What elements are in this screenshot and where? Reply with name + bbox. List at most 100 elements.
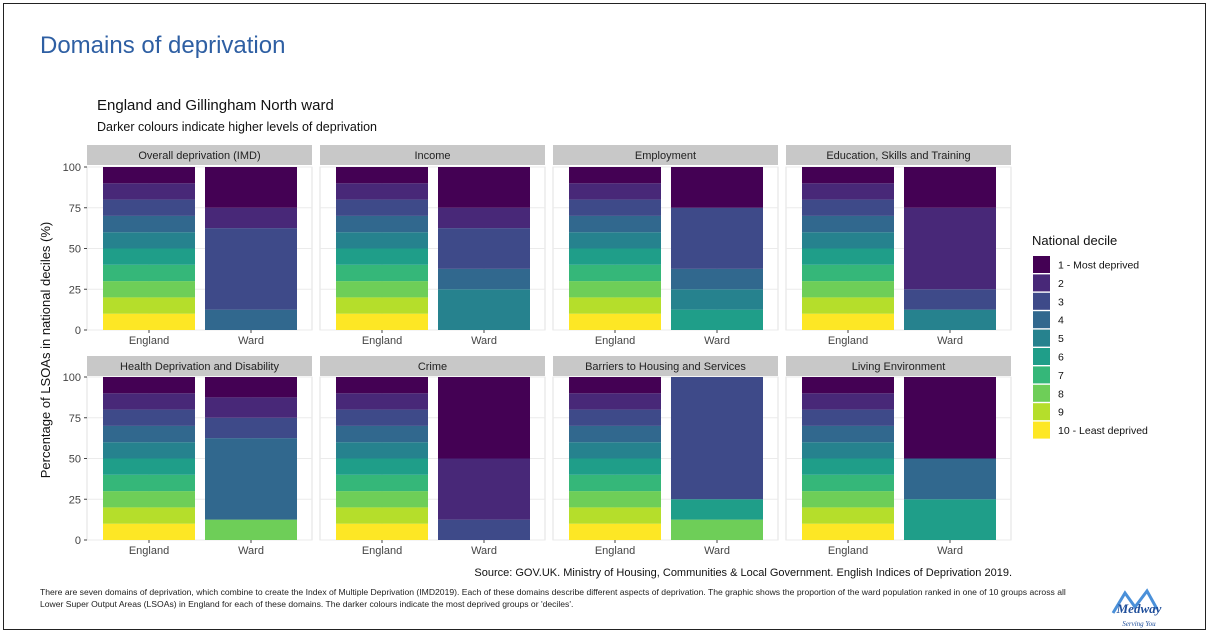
bar-segment [336,183,428,200]
bar-segment [671,289,763,310]
bar-segment [569,409,661,426]
y-tick-label: 50 [69,454,81,466]
bar-segment [802,248,894,265]
x-tick-label: England [595,335,635,347]
legend-label: 2 [1058,278,1064,290]
bar-segment [205,417,297,439]
legend: National decile 1 - Most deprived 2 3 4 5 6 7 8… [1032,233,1148,439]
bar-segment [802,474,894,492]
bar-segment [802,425,894,443]
y-tick-label: 25 [69,494,81,506]
bar-segment [438,228,530,269]
bar-segment [904,167,996,208]
bar-segment [569,491,661,508]
bar-segment [569,507,661,524]
y-tick-label: 75 [69,413,81,425]
x-tick-label: England [828,335,868,347]
facet-title: Health Deprivation and Disability [120,361,279,373]
bar-segment [205,167,297,208]
bar-segment [336,232,428,249]
bar-segment [103,297,195,314]
logo-wave-icon [1111,588,1159,614]
x-tick-label: England [129,335,169,347]
bar-segment [438,167,530,208]
legend-label: 6 [1058,352,1064,364]
bar-segment [438,207,530,229]
bar-segment [904,207,996,290]
bar-segment [904,309,996,330]
logo-tagline: Serving You [1122,620,1156,628]
bar-segment [569,281,661,298]
bar-segment [569,442,661,459]
bar-segment [569,167,661,184]
bar-segment [569,232,661,249]
x-tick-label: England [595,545,635,557]
medway-logo: Medway Serving You [1111,588,1162,628]
bar-segment [802,215,894,233]
bar-segment [904,458,996,500]
bar-segment [103,425,195,443]
bar-segment [336,523,428,540]
bar-segment [904,499,996,540]
bar-segment [569,425,661,443]
y-tick-label: 100 [63,162,81,174]
bar-segment [103,167,195,184]
y-tick-label: 0 [75,535,81,547]
legend-swatch [1033,348,1050,365]
legend-swatch [1033,403,1050,421]
facet-strip [553,356,778,376]
facet-title: Barriers to Housing and Services [585,361,746,373]
bar-segment [103,248,195,265]
bar-segment [103,199,195,216]
legend-swatch [1033,292,1050,310]
bar-segment [336,458,428,475]
bar-segment [569,199,661,216]
x-tick-label: Ward [238,545,264,557]
bar-segment [205,207,297,229]
x-tick-label: Ward [471,545,497,557]
bar-segment [569,264,661,282]
bar-segment [336,474,428,492]
facet-title: Income [414,150,450,162]
bar-segment [569,458,661,475]
x-tick-label: England [362,545,402,557]
bar-segment [438,519,530,540]
x-tick-label: Ward [937,335,963,347]
bar-segment [336,297,428,314]
bar-segment [569,377,661,394]
bar-segment [569,297,661,314]
bar-segment [802,393,894,410]
facet-title: Living Environment [852,361,946,373]
legend-label: 4 [1058,315,1064,327]
bar-segment [336,409,428,426]
bar-segment [438,289,530,330]
bar-segment [569,215,661,233]
legend-label: 3 [1058,296,1064,308]
bar-segment [671,167,763,208]
slide-frame [3,3,1206,630]
bar-segment [904,289,996,310]
bar-segment [103,377,195,394]
legend-label: 1 - Most deprived [1058,260,1139,272]
legend-label: 10 - Least deprived [1058,425,1148,437]
facet-strip [786,145,1011,165]
bar-segment [336,281,428,298]
legend-swatch [1033,384,1050,402]
chart-caption: Source: GOV.UK. Ministry of Housing, Com… [474,567,1012,579]
bar-segment [205,377,297,398]
y-tick-label: 0 [75,325,81,337]
chart-subtitle: Darker colours indicate higher levels of… [97,120,377,134]
x-tick-label: Ward [238,335,264,347]
bar-segment [802,281,894,298]
x-tick-label: England [828,545,868,557]
bar-segment [205,228,297,310]
bar-segment [802,297,894,314]
bar-segment [438,268,530,290]
bar-segment [336,199,428,216]
bar-segment [802,377,894,394]
legend-label: 8 [1058,388,1064,400]
x-tick-label: England [129,545,169,557]
facet-strip [320,145,545,165]
legend-label: 5 [1058,333,1064,345]
legend-swatch [1033,256,1050,273]
